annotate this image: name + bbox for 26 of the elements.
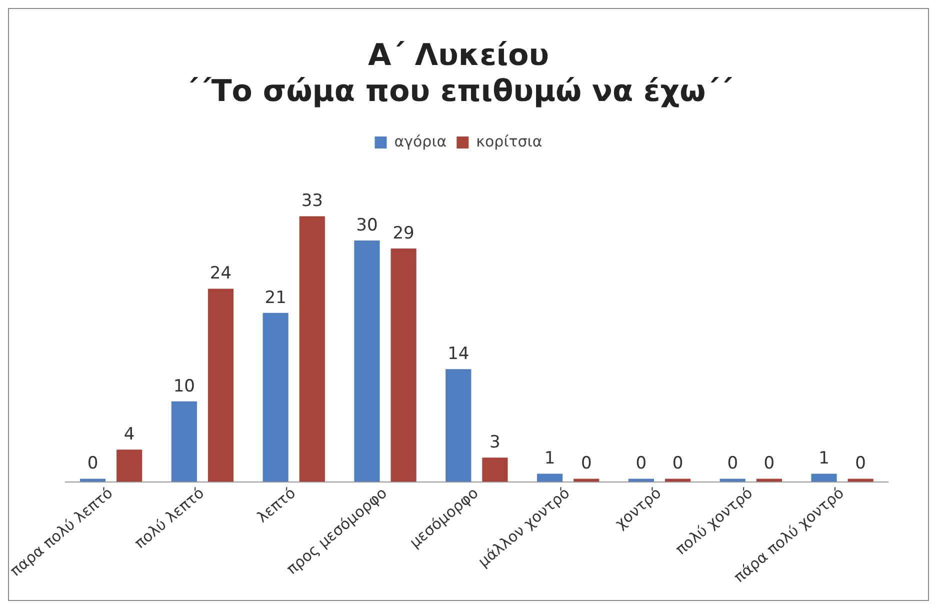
data-label: 24 — [210, 264, 232, 284]
data-label: 0 — [636, 454, 647, 474]
data-label: 0 — [672, 454, 684, 474]
data-label: 10 — [173, 376, 195, 396]
legend-label: κορίτσια — [476, 132, 542, 150]
data-label: 33 — [301, 191, 323, 212]
data-label: 0 — [87, 454, 98, 474]
data-label: 0 — [855, 454, 866, 474]
bar — [390, 248, 416, 482]
bar — [262, 312, 288, 482]
data-label: 0 — [727, 454, 738, 474]
data-label: 4 — [124, 424, 135, 445]
data-label: 1 — [818, 448, 830, 469]
bar — [354, 240, 380, 482]
data-label: 0 — [580, 454, 592, 474]
data-label: 29 — [392, 223, 414, 244]
data-label: 14 — [448, 344, 470, 364]
legend-label: αγόρια — [394, 132, 447, 150]
chart-title: Α΄ Λυκείου ΄΄Το σώμα που επιθυμώ να έχω΄΄ — [184, 38, 733, 109]
data-label: 1 — [544, 448, 556, 469]
data-label: 0 — [764, 454, 775, 474]
bar — [299, 216, 325, 482]
bar — [208, 288, 234, 482]
data-label: 3 — [490, 432, 500, 453]
data-label: 30 — [356, 215, 378, 236]
data-label: 21 — [264, 288, 286, 308]
